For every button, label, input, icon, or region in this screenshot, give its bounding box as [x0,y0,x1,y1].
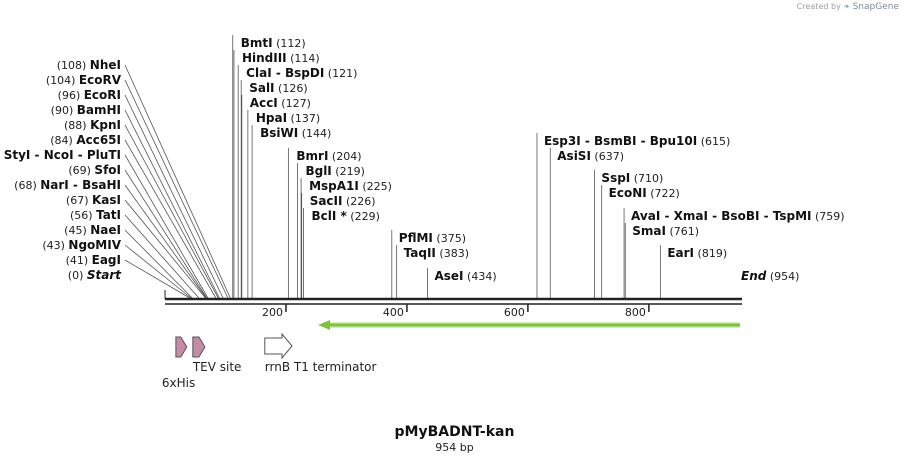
site-label-kasi: (67) KasI [66,193,121,207]
feature-6xhis-arrow [175,336,188,358]
feature-tev-site-arrow [192,336,206,358]
site-label-end: End (954) [741,269,799,283]
site-label-mspa1i: MspA1I (225) [309,179,392,193]
site-label-sacii: SacII (226) [310,194,376,208]
snapgene-credit: Created by ❧ SnapGene [797,2,899,12]
site-label-tati: (56) TatI [70,208,121,222]
leader-ecori [124,94,224,299]
site-label-nhei: (108) NheI [57,58,121,72]
leader-styi-ncoi-pluti [124,154,209,299]
site-label-bamhi: (90) BamHI [51,103,121,117]
plasmid-name: pMyBADNT-kan [394,424,515,440]
site-label-bmri: BmrI (204) [296,149,361,163]
site-label-bcli: BclI * (229) [312,209,380,223]
site-label-econi: EcoNI (722) [609,186,680,200]
site-label-eagi: (41) EagI [66,253,121,267]
site-label-eari: EarI (819) [667,246,727,260]
feature-rrnb-t1-terminator-label: rrnB T1 terminator [265,360,377,374]
sequence-backbone: 200 400 600 800 [164,290,742,319]
site-label-avai-xmai-bsobi-tspmi: AvaI - XmaI - BsoBI - TspMI (759) [631,209,845,223]
leader-lines [124,35,661,299]
leader-ecorv [124,79,229,299]
site-labels: (0) Start(41) EagI(43) NgoMIV(45) NaeI(5… [0,36,845,283]
leader-nhei [124,64,231,299]
feature-rrnb-t1-terminator-arrow [264,332,293,360]
site-label-sali: SalI (126) [249,81,307,95]
site-label-clai-bspdi: ClaI - BspDI (121) [246,66,357,80]
orf-arrow [318,320,740,330]
site-label-asei: AseI (434) [434,269,496,283]
credit-brand: SnapGene [852,2,899,12]
site-label-styi-ncoi-pluti: (71) StyI - NcoI - PluTI [0,148,121,162]
site-label-esp3i-bsmbi-bpu10i: Esp3I - BsmBI - Bpu10I (615) [544,134,730,148]
site-label-start: (0) Start [68,268,122,282]
site-label-naei: (45) NaeI [64,223,121,237]
leader-sfoi [124,169,208,299]
scale-label-800: 800 [625,306,646,319]
leader-eagi [124,259,191,299]
site-label-acci: AccI (127) [250,96,311,110]
leader-naei [124,229,193,299]
leader-nari-bsahi [124,184,207,299]
site-label-bmti: BmtI (112) [241,36,306,50]
snapgene-leaf-icon: ❧ [843,2,851,11]
leader-ngomiv [124,244,192,299]
plasmid-length: 954 bp [435,441,474,454]
scale-label-400: 400 [383,306,404,319]
site-label-ecori: (96) EcoRI [58,88,121,102]
site-label-acc65i: (84) Acc65I [50,133,121,147]
leader-kpni [124,124,219,299]
leader-kasi [124,199,206,299]
leader-acc65i [124,139,217,299]
site-label-pflmi: PflMI (375) [399,231,466,245]
site-label-taqii: TaqII (383) [404,246,469,260]
site-label-kpni: (88) KpnI [64,118,121,132]
site-label-bsiwi: BsiWI (144) [260,126,331,140]
site-label-sfoi: (69) SfoI [68,163,121,177]
leader-tati [124,214,200,299]
site-label-ecorv: (104) EcoRV [46,73,122,87]
plasmid-title-block: pMyBADNT-kan 954 bp [0,424,909,454]
site-label-hpai: HpaI (137) [256,111,320,125]
scale-label-200: 200 [262,306,283,319]
credit-prefix: Created by [796,2,841,11]
site-label-nari-bsahi: (68) NarI - BsaHI [14,178,121,192]
site-label-ngomiv: (43) NgoMIV [42,238,121,252]
site-label-asisi: AsiSI (637) [557,149,624,163]
site-label-smai: SmaI (761) [632,224,699,238]
site-label-hindiii: HindIII (114) [242,51,320,65]
site-label-bgli: BglI (219) [305,164,364,178]
site-label-sspi: SspI (710) [601,171,663,185]
feature-tev-site-label: TEV site [192,360,242,374]
feature-6xhis-label: 6xHis [162,376,195,390]
features: 6xHis TEV site rrnB T1 terminator [162,320,740,390]
leader-bamhi [124,109,220,299]
scale-label-600: 600 [504,306,525,319]
